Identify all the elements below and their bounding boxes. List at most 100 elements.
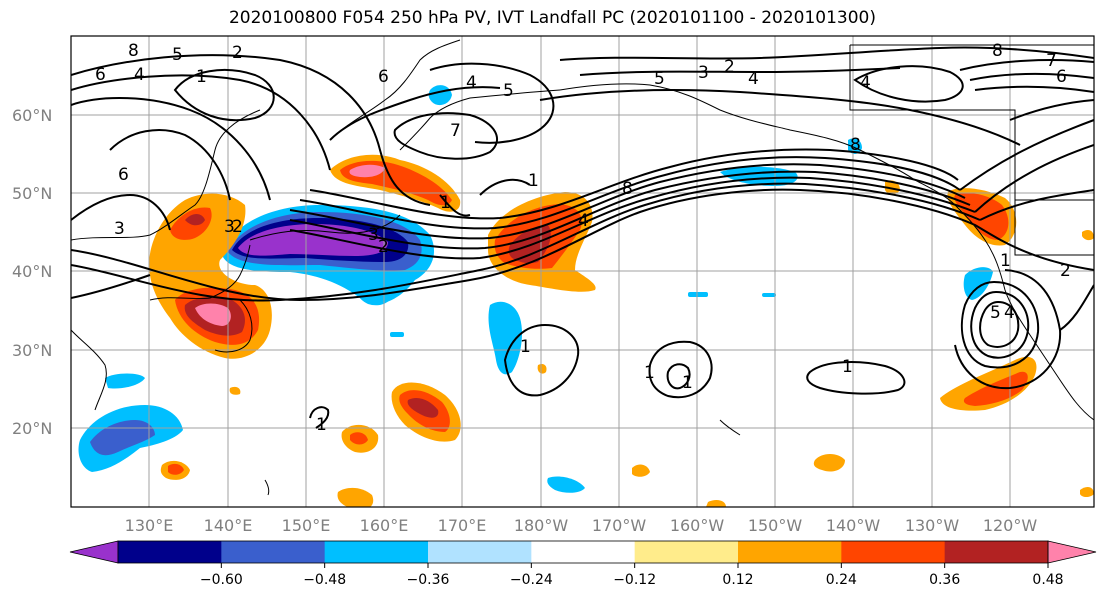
contour-label: 3	[368, 225, 379, 245]
colorbar-tick-label: −0.60	[200, 572, 243, 588]
latitude-labels: 60°N 50°N 40°N 30°N 20°N	[12, 106, 52, 438]
lat-label: 40°N	[12, 262, 52, 281]
lat-label: 60°N	[12, 106, 52, 125]
lon-label: 170°E	[438, 516, 487, 535]
colorbar-tick-label: 0.24	[826, 572, 857, 588]
contour-label: 5	[172, 45, 183, 65]
contour-label: 5	[503, 81, 514, 101]
lon-label: 140°W	[826, 516, 881, 535]
contour-label: 4	[748, 69, 759, 89]
contour-label: 8	[622, 179, 633, 199]
positive-anomaly-sub-i	[1080, 486, 1094, 497]
negative-anomaly-small-a	[688, 292, 708, 297]
positive-anomaly-sub-d	[813, 454, 845, 472]
lon-label: 160°E	[360, 516, 409, 535]
colorbar-tick-label: −0.12	[613, 572, 656, 588]
negative-anomaly-philippines	[78, 373, 183, 472]
contour-label: 1	[316, 415, 327, 435]
colorbar-ticks: −0.60 −0.48 −0.36 −0.24 −0.12 0.12 0.24 0.36 0.4…	[200, 563, 1064, 588]
colorbar-segment	[428, 541, 532, 563]
negative-anomaly-alaska	[848, 138, 862, 154]
contour-label: 1	[1000, 251, 1011, 271]
colorbar-segment	[944, 541, 1049, 563]
negative-anomaly-small-c	[390, 332, 404, 337]
contour-label: 4	[466, 73, 477, 93]
contour-label: 8	[992, 41, 1003, 61]
negative-anomaly-south	[547, 476, 585, 493]
positive-anomaly-gulf-small	[885, 180, 900, 195]
lat-label: 30°N	[12, 341, 52, 360]
negative-anomaly-coast	[963, 267, 993, 300]
lat-label: 20°N	[12, 419, 52, 438]
colorbar-tick-label: −0.48	[303, 572, 346, 588]
colorbar-segment	[634, 541, 739, 563]
contour-label: 6	[95, 65, 106, 85]
contour-label: 2	[378, 237, 389, 257]
contour-label: 7	[450, 121, 461, 141]
contour-label: 1	[644, 363, 655, 383]
contour-label: 1	[196, 67, 207, 87]
colorbar-extend-low	[69, 540, 119, 564]
lon-label: 120°W	[983, 516, 1038, 535]
contour-label: 5	[654, 69, 665, 89]
lon-label: 140°E	[204, 516, 253, 535]
negative-anomaly-central-pacific	[488, 301, 523, 375]
longitude-labels: 130°E 140°E 150°E 160°E 170°E 180°W 170°…	[125, 516, 1038, 535]
contour-label: 3	[698, 63, 709, 83]
contour-label: 5	[990, 303, 1001, 323]
colorbar-segment	[118, 541, 222, 563]
contour-label: 6	[1056, 67, 1067, 87]
lon-label: 160°W	[670, 516, 725, 535]
contour-label: 2	[724, 57, 735, 77]
colorbar-outline	[117, 540, 1049, 564]
colorbar-tick-label: 0.36	[929, 572, 960, 588]
colorbar-segment	[841, 541, 946, 563]
contour-label: 7	[1046, 51, 1057, 71]
positive-anomaly-subtropics	[391, 382, 461, 442]
positive-anomaly-japan	[149, 193, 272, 359]
map-title: 2020100800 F054 250 hPa PV, IVT Landfall…	[228, 8, 876, 28]
contour-label: 3	[224, 217, 235, 237]
plot-frame	[70, 35, 1095, 508]
contour-label: 1	[682, 373, 693, 393]
positive-anomaly-baja	[940, 356, 1037, 411]
lat-label: 50°N	[12, 184, 52, 203]
lon-label: 130°E	[125, 516, 174, 535]
colorbar-extend-high	[1047, 540, 1097, 564]
lon-label: 170°W	[592, 516, 647, 535]
contour-label: 1	[440, 193, 451, 213]
colorbar-segment	[738, 541, 842, 563]
lon-label: 180°W	[514, 516, 569, 535]
negative-anomaly-small-b	[762, 293, 776, 297]
contour-label: 2	[232, 43, 243, 63]
gridlines	[71, 36, 1094, 507]
colorbar-segment	[324, 541, 429, 563]
positive-anomaly-east-edge	[1082, 230, 1094, 241]
positive-anomaly-sub-c	[337, 487, 374, 507]
contour-label: 8	[128, 41, 139, 61]
contour-label: 2	[232, 217, 243, 237]
colorbar	[69, 540, 1097, 564]
contour-label: 4	[1004, 303, 1015, 323]
colorbar-segment	[531, 541, 636, 563]
colorbar-segment	[221, 541, 326, 563]
contour-label: 4	[134, 65, 145, 85]
contour-label: 1	[520, 337, 531, 357]
positive-anomaly-sub-g	[229, 386, 241, 395]
lon-label: 130°W	[905, 516, 960, 535]
colorbar-tick-label: 0.12	[722, 572, 753, 588]
contour-label: 6	[118, 165, 129, 185]
contour-label: 4	[578, 211, 589, 231]
contour-label: 1	[528, 171, 539, 191]
contour-label: 3	[114, 219, 125, 239]
colorbar-tick-label: −0.36	[407, 572, 450, 588]
lon-label: 150°E	[282, 516, 331, 535]
contour-labels: 8 5 2 6 4 1 6 3 6 5 4 7 3 2 2 8 4 5 3 2 …	[95, 41, 1071, 435]
contour-label: 4	[860, 73, 871, 93]
positive-anomaly-sub-h	[706, 499, 726, 507]
colorbar-tick-label: 0.48	[1032, 572, 1063, 588]
contours	[71, 46, 1094, 429]
contour-label: 6	[378, 67, 389, 87]
contour-label: 2	[1060, 261, 1071, 281]
